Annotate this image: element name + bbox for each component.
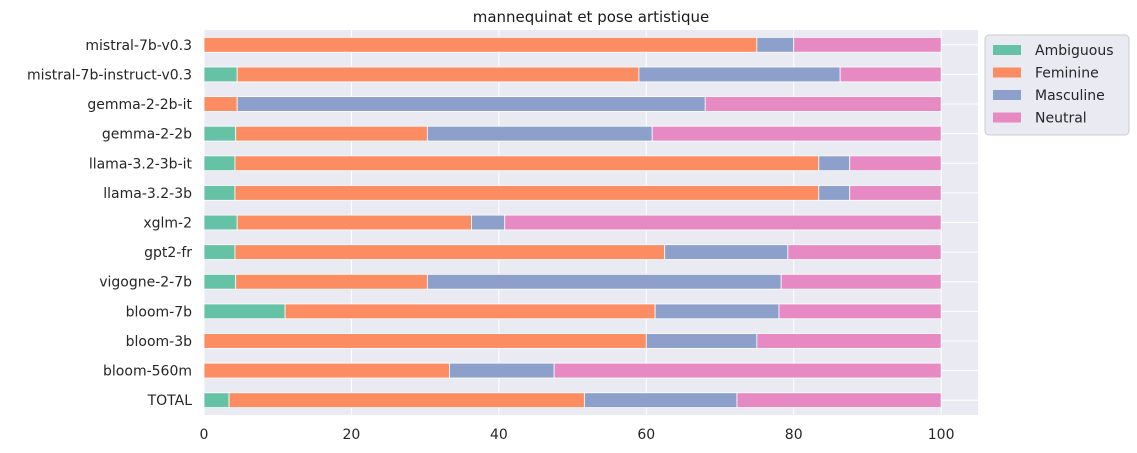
bar-segment-neutral [778,303,942,320]
bar-segment-ambiguous [203,273,237,290]
bar-segment-neutral [736,392,942,408]
legend-label-neutral: Neutral [1035,111,1087,127]
bar-segment-feminine [236,66,640,83]
y-tick-label: TOTAL [147,393,193,409]
bar-segment-masculine [426,125,653,142]
x-tick-label: 20 [343,427,361,443]
bar-segment-ambiguous [203,392,230,408]
bar-segment-feminine [203,37,758,53]
chart-title: mannequinat et pose artistique [473,8,710,26]
bar-segment-masculine [638,66,841,83]
bar-segment-feminine [236,214,472,231]
bar-segment-ambiguous [203,303,286,320]
bar-segment-feminine [203,362,450,379]
y-tick-label: bloom-7b [126,304,193,320]
y-tick-label: mistral-7b-instruct-v0.3 [27,67,192,83]
bar-segment-neutral [839,66,942,83]
bar-segment-feminine [228,392,585,408]
bar-segment-feminine [234,155,820,172]
bar-segment-masculine [583,392,738,408]
x-tick-label: 40 [490,427,508,443]
bar-segment-masculine [645,333,758,349]
bar-segment-masculine [818,155,851,172]
bar-segment-neutral [849,185,942,201]
bar-segment-neutral [787,244,942,260]
bar-segment-neutral [793,37,942,53]
y-tick-label: vigogne-2-7b [99,275,192,291]
y-tick-label: bloom-560m [103,364,192,380]
bar-segment-neutral [651,125,942,142]
bar-segment-feminine [284,303,656,320]
bar-segment-neutral [849,155,942,172]
bar-segment-ambiguous [203,185,236,201]
legend-label-feminine: Feminine [1035,66,1099,82]
bar-segment-feminine [203,333,647,349]
x-tick-labels: 0 20 40 60 80 100 [200,427,955,443]
bar-segment-ambiguous [203,125,237,142]
bar-segment-neutral [504,214,942,231]
y-tick-labels: mistral-7b-v0.3 mistral-7b-instruct-v0.3 g… [27,38,193,409]
legend-swatch-ambiguous [993,45,1021,55]
y-tick-label: xglm-2 [143,216,192,232]
y-tick-label: gemma-2-2b [102,127,192,143]
legend-label-masculine: Masculine [1035,88,1105,104]
legend-box [984,34,1130,136]
bar-segment-neutral [704,96,942,112]
y-tick-label: mistral-7b-v0.3 [85,38,192,54]
y-tick-label: llama-3.2-3b-it [89,156,193,172]
bar-segment-masculine [449,362,555,379]
legend-swatch-feminine [993,67,1021,78]
bar-segment-feminine [234,244,666,260]
y-tick-label: bloom-3b [126,334,193,350]
bar-segment-neutral [780,273,942,290]
bars [203,37,942,408]
bar-segment-masculine [654,303,780,320]
y-tick-label: gpt2-fr [144,245,192,261]
bar-segment-masculine [471,214,506,231]
bar-segment-feminine [203,96,238,112]
bar-segment-masculine [664,244,789,260]
bar-segment-ambiguous [203,244,236,260]
x-tick-label: 60 [637,427,655,443]
bar-segment-ambiguous [203,214,238,231]
bar-segment-ambiguous [203,66,238,83]
bar-segment-masculine [756,37,795,53]
legend-label-ambiguous: Ambiguous [1035,43,1113,59]
y-tick-label: gemma-2-2b-it [87,97,192,113]
bar-segment-masculine [818,185,851,201]
bar-segment-feminine [235,273,428,290]
legend-swatch-masculine [993,90,1021,100]
legend: Ambiguous Feminine Masculine Neutral [984,34,1130,136]
x-tick-label: 100 [928,427,955,443]
bar-segment-neutral [756,333,942,349]
x-tick-label: 0 [200,427,209,443]
x-tick-label: 80 [785,427,803,443]
bar-segment-feminine [234,185,820,201]
bar-segment-neutral [553,362,942,379]
bar-segment-feminine [235,125,428,142]
y-tick-label: llama-3.2-3b [103,186,192,202]
bar-segment-ambiguous [203,155,236,172]
bar-segment-masculine [236,96,706,112]
bar-segment-masculine [426,273,782,290]
legend-swatch-neutral [993,112,1021,123]
